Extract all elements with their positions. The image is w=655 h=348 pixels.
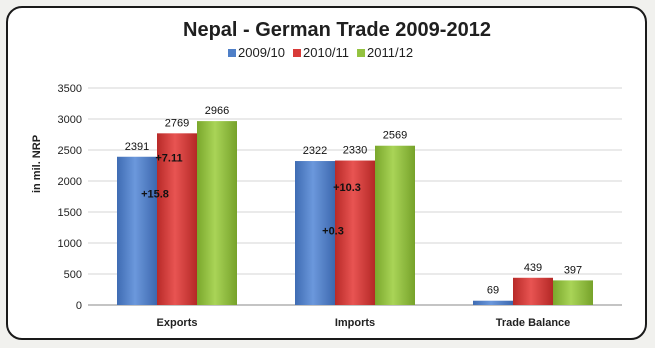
y-tick-labels: 0 500 1000 1500 2000 2500 3000 3500: [58, 83, 82, 312]
category-labels: Exports Imports Trade Balance: [157, 317, 571, 329]
bar-2010/11-Exports: [157, 133, 197, 305]
legend-swatch: [228, 49, 236, 57]
bar-2009/10-Imports: [295, 161, 335, 305]
bar-2011/12-Exports: [197, 121, 237, 305]
y-tick-label: 500: [64, 269, 82, 281]
data-label: 69: [487, 285, 499, 297]
data-label: 2330: [343, 145, 367, 157]
chart-title: Nepal - German Trade 2009-2012: [183, 19, 491, 41]
y-tick-label: 2500: [58, 145, 82, 157]
y-tick-label: 2000: [58, 176, 82, 188]
data-label: 397: [564, 264, 582, 276]
y-tick-label: 0: [76, 300, 82, 312]
legend: 2009/10 2010/11 2011/12: [228, 45, 413, 60]
annotation: +0.3: [322, 226, 344, 238]
data-label: 2769: [165, 117, 189, 129]
annotation: +15.8: [141, 188, 169, 200]
data-label: 2569: [383, 130, 407, 142]
legend-swatch: [293, 49, 301, 57]
bar-2009/10-Exports: [117, 156, 157, 305]
legend-swatch: [357, 49, 366, 57]
category-label: Exports: [157, 317, 198, 329]
bar-2011/12-Trade Balance: [553, 280, 593, 305]
y-tick-label: 3500: [58, 83, 82, 95]
y-tick-label: 1000: [58, 238, 82, 250]
data-label: 2322: [303, 145, 327, 157]
annotation: +10.3: [333, 182, 361, 194]
data-label: 2966: [205, 105, 229, 117]
legend-label: 2009/10: [238, 45, 285, 60]
category-label: Trade Balance: [496, 317, 571, 329]
bars: [117, 121, 593, 305]
annotations: +15.8 +7.11 +0.3 +10.3: [141, 152, 361, 237]
legend-label: 2010/11: [303, 45, 349, 60]
data-label: 2391: [125, 141, 149, 153]
bar-2009/10-Trade Balance: [473, 300, 513, 305]
y-tick-label: 3000: [58, 114, 82, 126]
bar-2010/11-Imports: [335, 160, 375, 305]
y-tick-label: 1500: [58, 207, 82, 219]
category-label: Imports: [335, 317, 375, 329]
bar-2010/11-Trade Balance: [513, 277, 553, 305]
annotation: +7.11: [155, 152, 182, 164]
legend-label: 2011/12: [367, 45, 413, 60]
y-axis-label: in mil. NRP: [31, 135, 43, 193]
data-label: 439: [524, 262, 542, 274]
bar-2011/12-Imports: [375, 145, 415, 305]
data-labels: 2391 2769 2966 2322 2330 2569 69 439 397: [125, 105, 582, 297]
